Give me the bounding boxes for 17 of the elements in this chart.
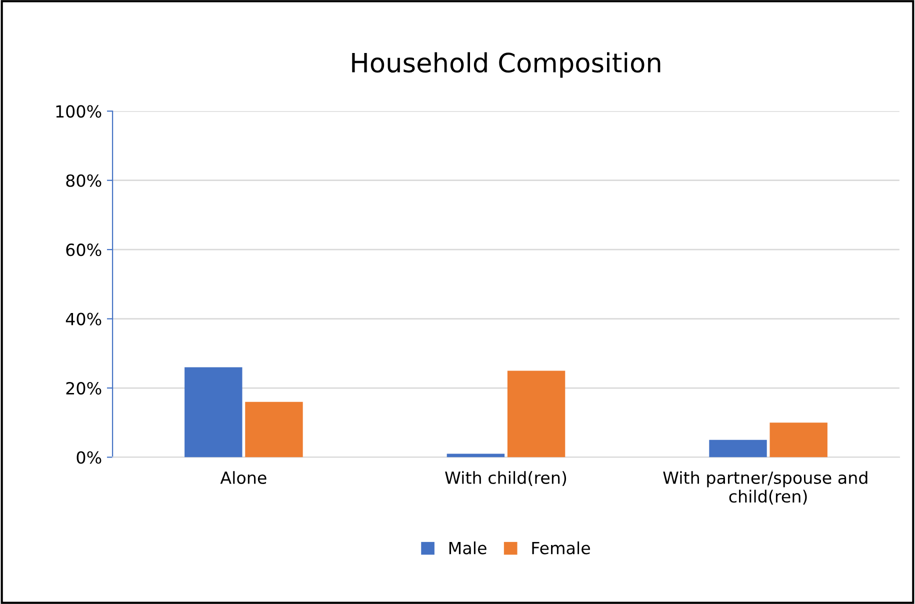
y-tick-label: 100%	[56, 105, 102, 118]
y-tick-label: 0%	[76, 451, 102, 464]
bar	[245, 402, 303, 458]
chart-title: Household Composition	[352, 52, 660, 78]
y-tick-label: 40%	[66, 312, 102, 326]
y-tick-label: 60%	[66, 244, 102, 256]
bar	[709, 440, 767, 458]
bar	[507, 370, 566, 458]
legend-label: Male	[449, 541, 486, 554]
bar	[770, 422, 828, 458]
x-tick-label: With partner/spouse and child(ren)	[663, 471, 868, 505]
x-tick-label: With child(ren)	[445, 471, 566, 486]
y-tick-label: 20%	[66, 382, 102, 395]
legend-label: Female	[532, 541, 590, 554]
x-tick-label: Alone	[220, 471, 266, 484]
bar	[184, 367, 242, 458]
y-tick-label: 80%	[66, 174, 102, 187]
